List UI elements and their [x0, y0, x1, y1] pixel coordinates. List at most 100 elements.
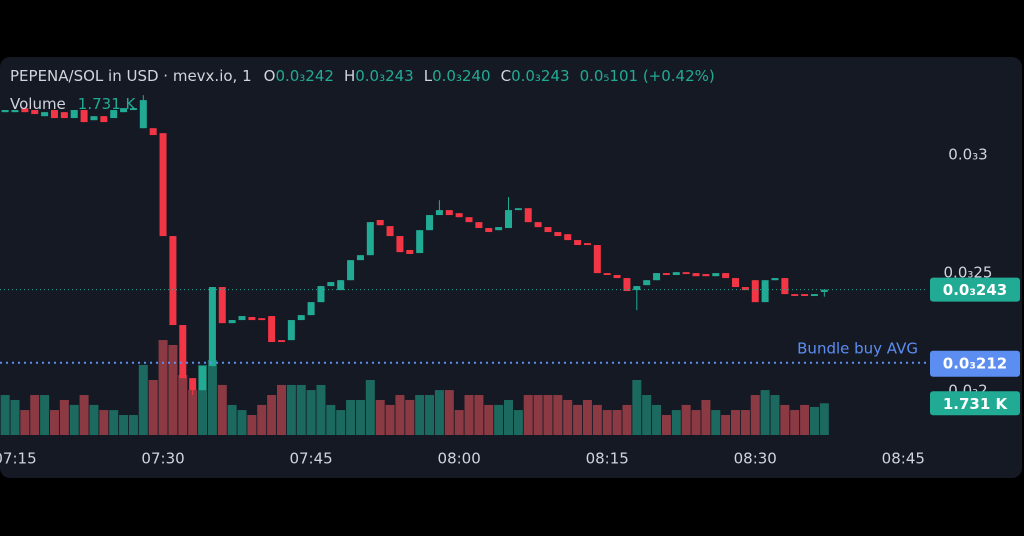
candle-body	[771, 278, 779, 281]
volume-bar	[168, 344, 178, 435]
candle-body	[268, 316, 276, 343]
candle-body	[574, 240, 582, 246]
volume-bar	[790, 410, 800, 435]
volume-bar	[30, 395, 40, 435]
candle-body	[406, 249, 414, 254]
volume-bar	[415, 395, 425, 435]
volume-bar	[454, 410, 464, 435]
volume-bar	[434, 390, 444, 435]
candle-body	[100, 116, 108, 123]
volume-bar	[504, 399, 513, 435]
candle-body	[60, 112, 68, 119]
x-tick-label: 07:15	[0, 450, 37, 468]
chart-legend: PEPENA/SOL in USD · mevx.io, 1 O0.0₃242 H0…	[10, 67, 715, 85]
volume-bar	[464, 395, 474, 435]
overlay: 07:15 07:30 07:45 08:00 08:15 08:30 08:45 0.0₃3…	[0, 146, 1020, 468]
volume-bar	[237, 410, 247, 435]
volume-bar	[40, 395, 50, 435]
volume-bar	[69, 404, 79, 435]
volume-bar	[99, 410, 109, 435]
volume-bar	[138, 364, 148, 435]
volume-bar	[316, 384, 326, 435]
candle-body	[307, 302, 315, 316]
candle-body	[80, 110, 88, 123]
volume-bar	[602, 410, 612, 435]
candle-body	[337, 280, 345, 291]
candle-body	[692, 273, 700, 277]
volume-bar	[612, 410, 622, 435]
volume-bar	[780, 404, 790, 435]
volume-bar	[513, 410, 523, 435]
volume-bar	[119, 415, 129, 435]
candle-body	[732, 278, 740, 288]
volume-bar	[573, 404, 583, 435]
volume-bar	[49, 410, 59, 435]
candle-body	[218, 287, 226, 324]
candle-body	[277, 340, 285, 343]
candle-body	[544, 227, 552, 233]
volume-bar	[543, 395, 553, 435]
volume-bar	[661, 415, 671, 435]
volume-bar	[671, 410, 681, 435]
candle-body	[356, 255, 364, 261]
volume-bar	[10, 399, 20, 435]
candle-body	[90, 116, 98, 121]
candle-body	[327, 282, 335, 287]
volume-bar	[701, 399, 711, 435]
volume-bar	[227, 404, 237, 435]
volume-bar	[691, 410, 701, 435]
candle-body	[1, 110, 9, 113]
volume-bar	[395, 395, 405, 435]
volume-legend-name: Volume	[10, 95, 66, 113]
x-tick-label: 07:30	[141, 450, 184, 468]
volume-bar	[385, 404, 395, 435]
candle-body	[208, 287, 216, 367]
x-tick-label: 08:45	[882, 450, 925, 468]
volume-bar	[809, 406, 819, 435]
candle-body	[50, 110, 58, 119]
volume-bar	[494, 404, 504, 435]
volume-bar	[59, 399, 69, 435]
volume-legend-value: 1.731 K	[78, 95, 137, 113]
candle-body	[41, 112, 49, 117]
candle-body	[672, 272, 680, 275]
candle-body	[514, 208, 522, 211]
candle-body	[781, 278, 789, 295]
x-tick-label: 08:00	[438, 450, 481, 468]
candle-body	[139, 100, 147, 129]
volume-bar	[642, 395, 652, 435]
legend-value: 0.0₃242	[275, 67, 334, 85]
candle-body	[583, 243, 591, 246]
volume-bar	[365, 380, 375, 435]
legend-change: 0.0₅101 (+0.42%)	[580, 67, 715, 85]
volume-bar	[553, 395, 563, 435]
volume-bar	[355, 399, 365, 435]
volume-bar	[276, 384, 286, 435]
price-label: 0.0₃243	[943, 281, 1007, 299]
volume-legend: Volume 1.731 K	[10, 95, 137, 113]
volume-bar	[148, 380, 158, 435]
volume-bar	[800, 404, 810, 435]
legend-title: PEPENA/SOL in USD · mevx.io, 1	[10, 67, 252, 85]
candle-body	[317, 286, 325, 303]
volume-bar	[217, 384, 227, 435]
volume-label-box	[930, 391, 1020, 416]
candle-body	[376, 220, 384, 226]
x-tick-label: 07:45	[289, 450, 332, 468]
price-label-box	[930, 277, 1020, 302]
legend-key: H	[344, 67, 355, 85]
volume-bar	[109, 410, 119, 435]
x-tick-label: 08:30	[734, 450, 777, 468]
candle-body	[228, 320, 236, 324]
volume-bar	[652, 404, 662, 435]
volume-bar	[336, 410, 346, 435]
volume-bar	[484, 404, 494, 435]
volume-bar	[0, 395, 10, 435]
chart-panel	[0, 57, 1022, 478]
candle-body	[11, 110, 19, 113]
candle-body	[633, 286, 641, 291]
candle-body	[70, 110, 78, 119]
candle-body	[297, 315, 305, 321]
candle-body	[475, 222, 483, 229]
